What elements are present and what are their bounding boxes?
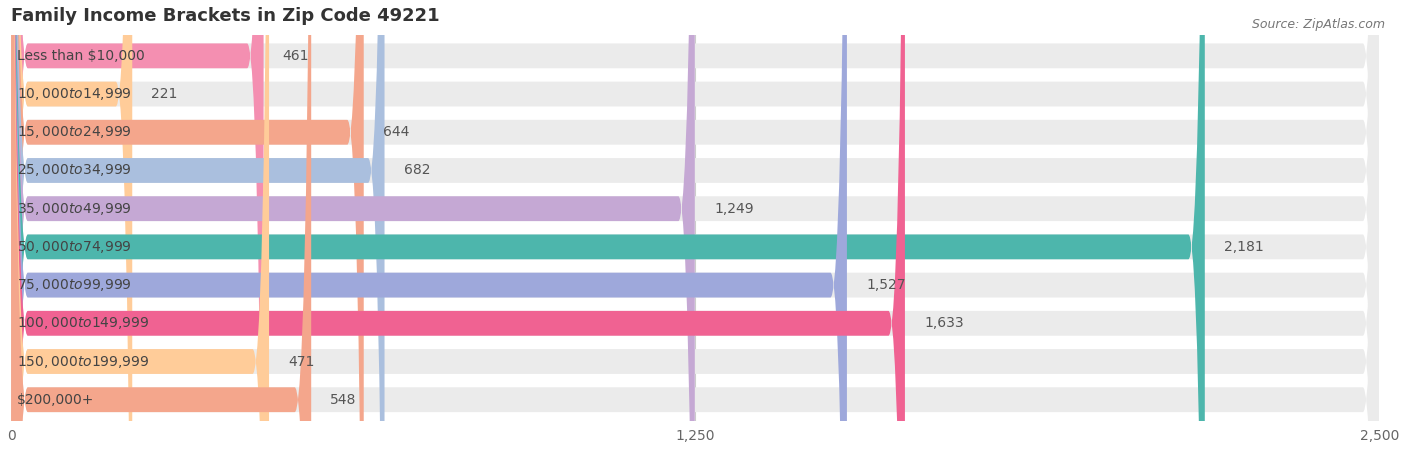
Text: $150,000 to $199,999: $150,000 to $199,999	[17, 354, 149, 369]
Text: 548: 548	[330, 393, 357, 407]
FancyBboxPatch shape	[11, 0, 132, 450]
Text: Source: ZipAtlas.com: Source: ZipAtlas.com	[1251, 18, 1385, 31]
Text: $35,000 to $49,999: $35,000 to $49,999	[17, 201, 132, 216]
Text: 221: 221	[152, 87, 177, 101]
FancyBboxPatch shape	[11, 0, 1379, 450]
FancyBboxPatch shape	[11, 0, 364, 450]
FancyBboxPatch shape	[11, 0, 1379, 450]
Text: $200,000+: $200,000+	[17, 393, 94, 407]
FancyBboxPatch shape	[11, 0, 1379, 450]
Text: 682: 682	[404, 163, 430, 177]
FancyBboxPatch shape	[11, 0, 1379, 450]
Text: 1,249: 1,249	[714, 202, 754, 216]
Text: 644: 644	[382, 125, 409, 139]
Text: $50,000 to $74,999: $50,000 to $74,999	[17, 239, 132, 255]
Text: Family Income Brackets in Zip Code 49221: Family Income Brackets in Zip Code 49221	[11, 7, 440, 25]
Text: $75,000 to $99,999: $75,000 to $99,999	[17, 277, 132, 293]
Text: 1,527: 1,527	[866, 278, 905, 292]
Text: $100,000 to $149,999: $100,000 to $149,999	[17, 315, 149, 331]
FancyBboxPatch shape	[11, 0, 846, 450]
FancyBboxPatch shape	[11, 0, 269, 450]
FancyBboxPatch shape	[11, 0, 1379, 450]
Text: $15,000 to $24,999: $15,000 to $24,999	[17, 124, 132, 140]
FancyBboxPatch shape	[11, 0, 263, 450]
FancyBboxPatch shape	[11, 0, 1205, 450]
Text: $25,000 to $34,999: $25,000 to $34,999	[17, 162, 132, 179]
FancyBboxPatch shape	[11, 0, 1379, 450]
Text: $10,000 to $14,999: $10,000 to $14,999	[17, 86, 132, 102]
FancyBboxPatch shape	[11, 0, 695, 450]
Text: 2,181: 2,181	[1225, 240, 1264, 254]
FancyBboxPatch shape	[11, 0, 311, 450]
Text: Less than $10,000: Less than $10,000	[17, 49, 145, 63]
FancyBboxPatch shape	[11, 0, 1379, 450]
FancyBboxPatch shape	[11, 0, 1379, 450]
Text: 1,633: 1,633	[924, 316, 963, 330]
Text: 461: 461	[283, 49, 309, 63]
Text: 471: 471	[288, 355, 315, 369]
FancyBboxPatch shape	[11, 0, 1379, 450]
FancyBboxPatch shape	[11, 0, 384, 450]
FancyBboxPatch shape	[11, 0, 905, 450]
FancyBboxPatch shape	[11, 0, 1379, 450]
